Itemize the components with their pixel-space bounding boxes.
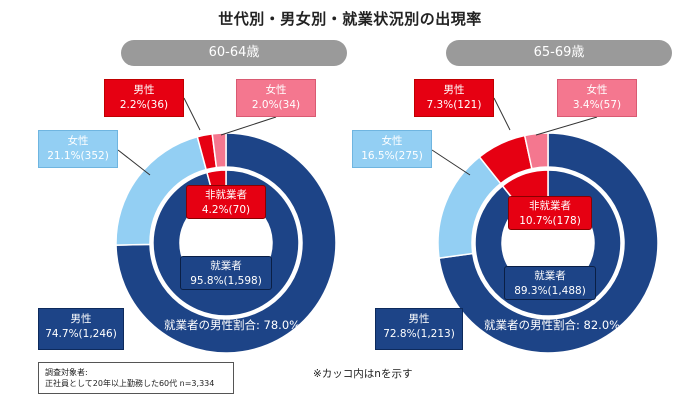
- leader-line-3: [494, 98, 510, 130]
- label-worker-female-65-69: 女性 16.5%(275): [352, 130, 432, 168]
- label-nonworker-female-65-69: 女性 3.4%(57): [557, 79, 637, 117]
- survey-note-line2: 正社員として20年以上勤務した60代 n=3,334: [45, 378, 227, 389]
- male-ratio-65-69: 就業者の男性割合: 82.0%: [484, 317, 620, 333]
- male-ratio-60-64: 就業者の男性割合: 78.0%: [164, 317, 300, 333]
- label-worker-total-65-69: 就業者 89.3%(1,488): [504, 266, 596, 300]
- survey-note: 調査対象者: 正社員として20年以上勤務した60代 n=3,334: [38, 362, 234, 394]
- label-nonworker-female-60-64: 女性 2.0%(34): [236, 79, 316, 117]
- label-nonworker-total-65-69: 非就業者 10.7%(178): [508, 196, 592, 230]
- label-worker-total-60-64: 就業者 95.8%(1,598): [180, 256, 272, 290]
- label-nonworker-male-65-69: 男性 7.3%(121): [414, 79, 494, 117]
- label-nonworker-total-60-64: 非就業者 4.2%(70): [186, 185, 266, 219]
- label-worker-female-60-64: 女性 21.1%(352): [38, 130, 118, 168]
- leader-line-4: [536, 117, 597, 135]
- leader-line-0: [184, 98, 200, 130]
- label-worker-male-65-69: 男性 72.8%(1,213): [375, 308, 463, 350]
- label-nonworker-male-60-64: 男性 2.2%(36): [104, 79, 184, 117]
- leader-line-2: [118, 150, 150, 175]
- footnote: ※カッコ内はnを示す: [313, 366, 412, 381]
- leader-line-1: [221, 117, 276, 135]
- survey-note-line1: 調査対象者:: [45, 367, 227, 378]
- leader-line-5: [432, 150, 470, 175]
- label-worker-male-60-64: 男性 74.7%(1,246): [38, 308, 124, 350]
